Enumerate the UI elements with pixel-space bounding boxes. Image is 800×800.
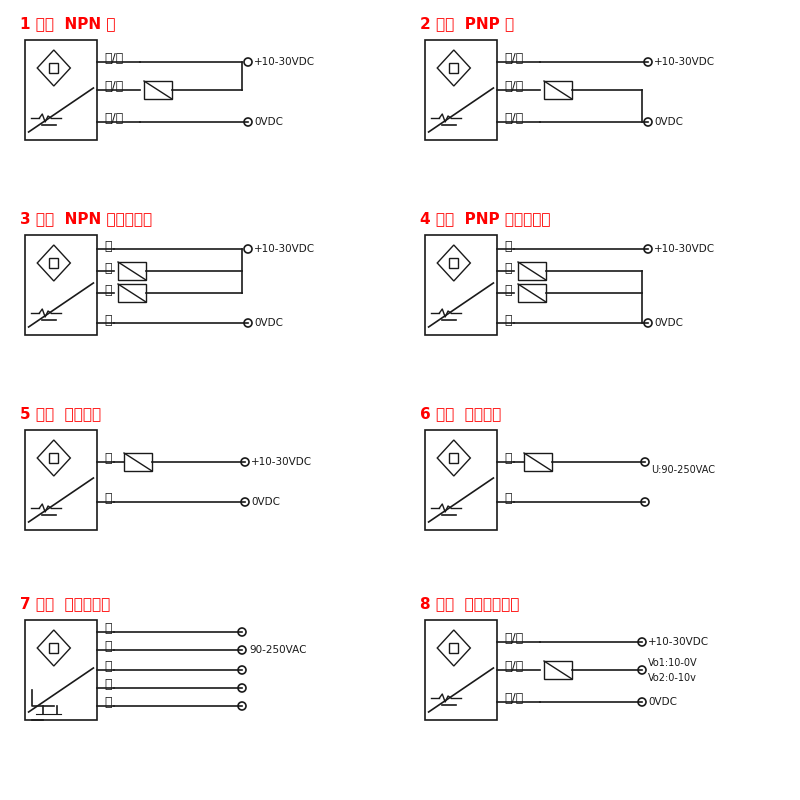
Text: 90-250VAC: 90-250VAC: [249, 645, 306, 655]
Text: 兰: 兰: [504, 493, 511, 506]
Bar: [518, 284, 546, 302]
Bar: [25, 40, 97, 140]
Bar: [50, 63, 58, 73]
Text: 红: 红: [504, 453, 511, 466]
Bar: [25, 430, 97, 530]
Text: 0VDC: 0VDC: [254, 318, 283, 328]
Text: 7 号：  交流五线型: 7 号： 交流五线型: [20, 597, 110, 611]
Text: 兰: 兰: [504, 314, 511, 326]
Text: 黄: 黄: [504, 262, 511, 274]
Text: 棕: 棕: [104, 661, 111, 674]
Text: +10-30VDC: +10-30VDC: [251, 457, 312, 467]
Text: 红/棕: 红/棕: [504, 633, 523, 646]
Text: Vo2:0-10v: Vo2:0-10v: [648, 673, 697, 683]
Text: Vo1:10-0V: Vo1:10-0V: [648, 658, 698, 668]
Text: 兰: 兰: [104, 493, 111, 506]
Text: 4 号：  PNP 一开一闭型: 4 号： PNP 一开一闭型: [420, 211, 550, 226]
Bar: [425, 620, 497, 720]
Text: 红: 红: [104, 239, 111, 253]
Text: U:90-250VAC: U:90-250VAC: [651, 465, 715, 475]
Bar: [450, 453, 458, 463]
Text: 黄: 黄: [104, 697, 111, 710]
Bar: [518, 262, 546, 280]
Text: 黑: 黑: [104, 678, 111, 691]
Bar: [50, 258, 58, 268]
Text: +10-30VDC: +10-30VDC: [654, 57, 715, 67]
Bar: [425, 40, 497, 140]
Text: 1 号：  NPN 型: 1 号： NPN 型: [20, 17, 115, 31]
Text: 兰/兰: 兰/兰: [504, 113, 523, 126]
Text: 红/棕: 红/棕: [504, 53, 523, 66]
Text: 黄/黑: 黄/黑: [104, 81, 123, 94]
Bar: [425, 430, 497, 530]
Bar: [118, 262, 146, 280]
Bar: [118, 284, 146, 302]
Text: +10-30VDC: +10-30VDC: [254, 57, 315, 67]
Bar: [450, 63, 458, 73]
Bar: [25, 620, 97, 720]
Text: 2 号：  PNP 型: 2 号： PNP 型: [420, 17, 514, 31]
Bar: [425, 235, 497, 335]
Bar: [450, 643, 458, 653]
Bar: [50, 643, 58, 653]
Text: 0VDC: 0VDC: [654, 318, 683, 328]
Text: 0VDC: 0VDC: [254, 117, 283, 127]
Text: 兰/兰: 兰/兰: [504, 693, 523, 706]
Text: 3 号：  NPN 一开一闭型: 3 号： NPN 一开一闭型: [20, 211, 152, 226]
Text: 5 号：  直流二线: 5 号： 直流二线: [20, 406, 101, 422]
Text: 0VDC: 0VDC: [648, 697, 677, 707]
Bar: [25, 235, 97, 335]
Text: 红: 红: [104, 453, 111, 466]
Bar: [144, 81, 172, 99]
Text: +10-30VDC: +10-30VDC: [654, 244, 715, 254]
Text: 8 号：  模拟量输出型: 8 号： 模拟量输出型: [420, 597, 519, 611]
Text: 红: 红: [504, 239, 511, 253]
Text: 0VDC: 0VDC: [251, 497, 280, 507]
Bar: [124, 453, 152, 471]
Text: 兰: 兰: [104, 641, 111, 654]
Text: 黄/黑: 黄/黑: [504, 661, 523, 674]
Text: 兰: 兰: [104, 314, 111, 326]
Bar: [544, 81, 572, 99]
Text: 黑: 黑: [104, 283, 111, 297]
Text: 兰/兰: 兰/兰: [104, 113, 123, 126]
Text: 6 号：  交流二线: 6 号： 交流二线: [420, 406, 502, 422]
Text: +10-30VDC: +10-30VDC: [254, 244, 315, 254]
Text: 0VDC: 0VDC: [654, 117, 683, 127]
Text: 黄: 黄: [104, 262, 111, 274]
Bar: [50, 453, 58, 463]
Text: 红/棕: 红/棕: [104, 53, 123, 66]
Bar: [544, 661, 572, 679]
Text: 黑: 黑: [504, 283, 511, 297]
Bar: [450, 258, 458, 268]
Text: 黄/黑: 黄/黑: [504, 81, 523, 94]
Bar: [524, 453, 552, 471]
Text: +10-30VDC: +10-30VDC: [648, 637, 709, 647]
Text: 红: 红: [104, 622, 111, 635]
